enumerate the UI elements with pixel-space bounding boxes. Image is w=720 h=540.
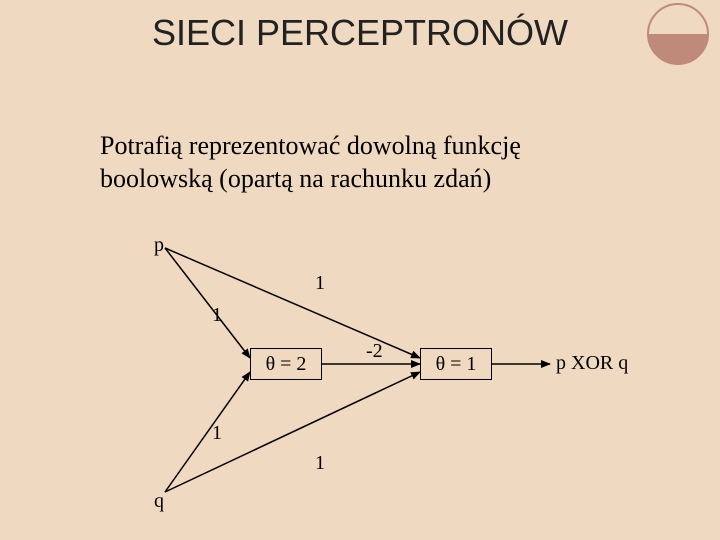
perceptron-diagram: p q θ = 2 θ = 1 p XOR q 1 1 1 1 -2: [120, 230, 680, 530]
diagram-edge-label: -2: [366, 340, 383, 363]
diagram-edge-label: 1: [315, 272, 325, 295]
diagram-node-label: q: [154, 490, 164, 513]
diagram-edge-label: 1: [315, 452, 325, 475]
diagram-edge-label: 1: [212, 304, 222, 327]
diagram-edge: [165, 248, 250, 358]
diagram-node-box: θ = 2: [250, 348, 322, 380]
diagram-edge: [165, 372, 420, 492]
diagram-edge-label: 1: [212, 422, 222, 445]
slide-body-text: Potrafią reprezentować dowolną funkcję b…: [100, 130, 640, 195]
diagram-node-label: p: [154, 234, 164, 257]
diagram-node-label: p XOR q: [556, 352, 628, 375]
diagram-edge: [165, 372, 250, 492]
slide-title: SIECI PERCEPTRONÓW: [0, 12, 720, 54]
diagram-node-box: θ = 1: [420, 348, 492, 380]
diagram-edges-svg: [120, 230, 680, 530]
